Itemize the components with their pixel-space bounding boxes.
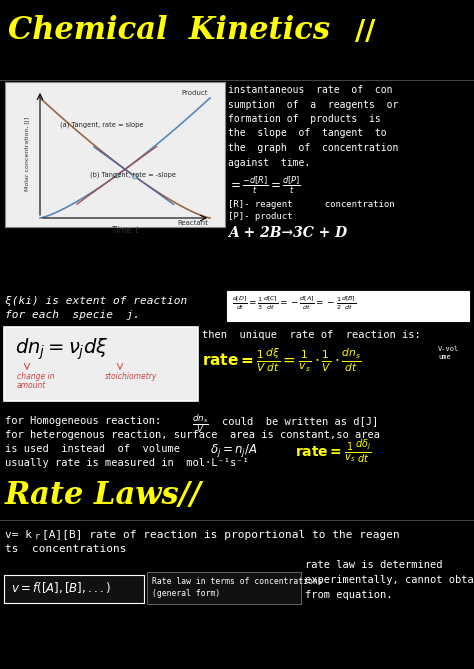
Text: the  graph  of  concentration: the graph of concentration (228, 143, 398, 153)
FancyBboxPatch shape (147, 572, 301, 604)
Text: v= k: v= k (5, 530, 32, 540)
Text: [P]- product: [P]- product (228, 212, 292, 221)
Text: Molar concentration, [J]: Molar concentration, [J] (26, 117, 30, 191)
Text: usually rate is measured in  mol·L⁻¹s⁻¹: usually rate is measured in mol·L⁻¹s⁻¹ (5, 458, 249, 468)
Text: the  slope  of  tangent  to: the slope of tangent to (228, 128, 387, 138)
Text: for heterogenous reaction, surface  area is constant,so area: for heterogenous reaction, surface area … (5, 430, 380, 440)
Text: (b) Tangent, rate = -slope: (b) Tangent, rate = -slope (90, 172, 176, 179)
Text: then  unique  rate of  reaction is:: then unique rate of reaction is: (202, 330, 421, 340)
Text: instantaneous  rate  of  con: instantaneous rate of con (228, 85, 392, 95)
Text: $\mathbf{rate=}\frac{1}{v_s}\frac{d\delta_j}{dt}$: $\mathbf{rate=}\frac{1}{v_s}\frac{d\delt… (295, 438, 372, 466)
Text: amount: amount (17, 381, 46, 390)
Text: $\frac{dn_s}{V}$: $\frac{dn_s}{V}$ (192, 412, 209, 435)
Text: Rate Laws//: Rate Laws// (5, 480, 202, 511)
Text: r: r (35, 532, 40, 541)
Text: sumption  of  a  reagents  or: sumption of a reagents or (228, 100, 398, 110)
Text: //: // (355, 19, 375, 46)
Text: A + 2B→3C + D: A + 2B→3C + D (228, 226, 347, 240)
Text: ume: ume (438, 354, 451, 360)
Text: ξ(ki) is extent of reaction: ξ(ki) is extent of reaction (5, 296, 187, 306)
Text: $dn_j = \nu_j d\xi$: $dn_j = \nu_j d\xi$ (15, 336, 109, 361)
Text: $v = f([A],[B],...)$: $v = f([A],[B],...)$ (11, 580, 111, 595)
FancyBboxPatch shape (4, 575, 144, 603)
Text: for Homogeneous reaction:: for Homogeneous reaction: (5, 416, 161, 426)
Text: is used  instead  of  volume: is used instead of volume (5, 444, 180, 454)
FancyBboxPatch shape (4, 327, 198, 401)
FancyBboxPatch shape (5, 82, 225, 227)
Text: Reactant: Reactant (177, 220, 208, 226)
Text: V-vol: V-vol (438, 346, 459, 352)
Text: $\delta_j=n_j/A$: $\delta_j=n_j/A$ (210, 442, 257, 459)
Text: $\mathbf{rate=}\frac{1}{V}\frac{d\xi}{dt}=\frac{1}{v_s}\cdot\frac{1}{V}\cdot\fra: $\mathbf{rate=}\frac{1}{V}\frac{d\xi}{dt… (202, 346, 362, 374)
Text: Time, t: Time, t (112, 226, 138, 235)
Text: Product: Product (182, 90, 208, 96)
Text: [R]- reagent      concentration: [R]- reagent concentration (228, 200, 395, 209)
Text: rate law is determined
experimentally, cannot obtain
from equation.: rate law is determined experimentally, c… (305, 560, 474, 599)
Text: change in: change in (17, 372, 55, 381)
Text: formation of  products  is: formation of products is (228, 114, 381, 124)
Text: could  be written as d[J]: could be written as d[J] (222, 416, 378, 426)
Text: stoichiometry: stoichiometry (105, 372, 157, 381)
Text: (a) Tangent, rate = slope: (a) Tangent, rate = slope (60, 122, 144, 128)
Text: [A][B] rate of reaction is proportional to the reagen: [A][B] rate of reaction is proportional … (42, 530, 400, 540)
Text: for each  specie  j.: for each specie j. (5, 310, 140, 320)
Text: Rate law in terms of concentrations
(general form): Rate law in terms of concentrations (gen… (152, 577, 323, 599)
Text: against  time.: against time. (228, 157, 310, 167)
FancyBboxPatch shape (227, 291, 469, 321)
Text: ts  concentrations: ts concentrations (5, 544, 127, 554)
Text: $= \frac{-d[R]}{t} = \frac{d[P]}{t}$: $= \frac{-d[R]}{t} = \frac{d[P]}{t}$ (228, 174, 301, 196)
Text: $\frac{d[D]}{dt}=\frac{1}{3}\frac{d[C]}{dt}=-\frac{d[A]}{dt}=-\frac{1}{2}\frac{d: $\frac{d[D]}{dt}=\frac{1}{3}\frac{d[C]}{… (232, 295, 356, 312)
Text: Chemical  Kinetics: Chemical Kinetics (8, 15, 330, 46)
